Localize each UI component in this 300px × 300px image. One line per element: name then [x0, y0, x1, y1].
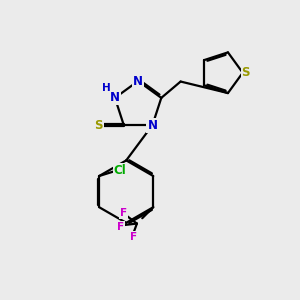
Text: S: S — [242, 66, 250, 79]
Text: F: F — [117, 221, 124, 232]
Text: H: H — [102, 83, 110, 93]
Text: N: N — [133, 74, 143, 88]
Text: Cl: Cl — [114, 164, 126, 177]
Text: N: N — [110, 92, 120, 104]
Text: S: S — [94, 118, 103, 132]
Text: F: F — [130, 232, 137, 242]
Text: N: N — [147, 118, 158, 132]
Text: F: F — [120, 208, 127, 218]
